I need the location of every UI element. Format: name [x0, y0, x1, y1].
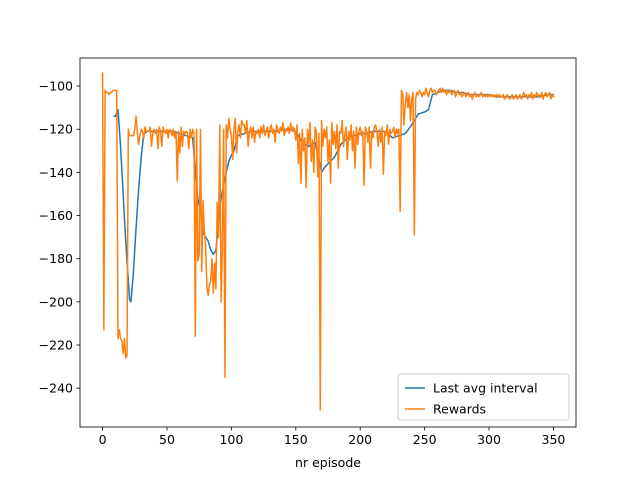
axes-background: [80, 58, 576, 427]
y-tick-label: −200: [39, 294, 73, 309]
x-tick-label: 0: [99, 432, 107, 447]
y-tick-label: −180: [39, 251, 73, 266]
series-line-1: [101, 72, 555, 411]
legend: Last avg interval Rewards: [397, 373, 570, 421]
legend-label-1: Rewards: [433, 402, 486, 417]
x-axis-label: nr episode: [295, 455, 361, 470]
x-axis: 0 50 100 150 200 250 300 350: [99, 427, 566, 447]
y-tick-label: −120: [39, 122, 73, 137]
y-tick-label: −140: [39, 165, 73, 180]
x-tick-label: 250: [413, 432, 437, 447]
x-tick-label: 300: [477, 432, 501, 447]
x-tick-label: 200: [348, 432, 372, 447]
x-tick-label: 50: [159, 432, 175, 447]
y-tick-label: −240: [39, 381, 73, 396]
y-axis: −240 −220 −200 −180 −160 −140 −120 −100: [39, 79, 80, 396]
plot-area: 0 50 100 150 200 250 300 350 −240 −220 −200 −180 −1…: [39, 57, 577, 447]
y-tick-label: −160: [39, 208, 73, 223]
x-tick-label: 150: [284, 432, 308, 447]
legend-label-0: Last avg interval: [433, 381, 538, 396]
series-layer: [101, 72, 555, 411]
x-tick-label: 100: [219, 432, 243, 447]
legend-box: [397, 373, 570, 421]
x-tick-label: 350: [542, 432, 566, 447]
y-tick-label: −220: [39, 338, 73, 353]
axes-frame: [79, 57, 577, 428]
y-tick-label: −100: [39, 79, 73, 94]
